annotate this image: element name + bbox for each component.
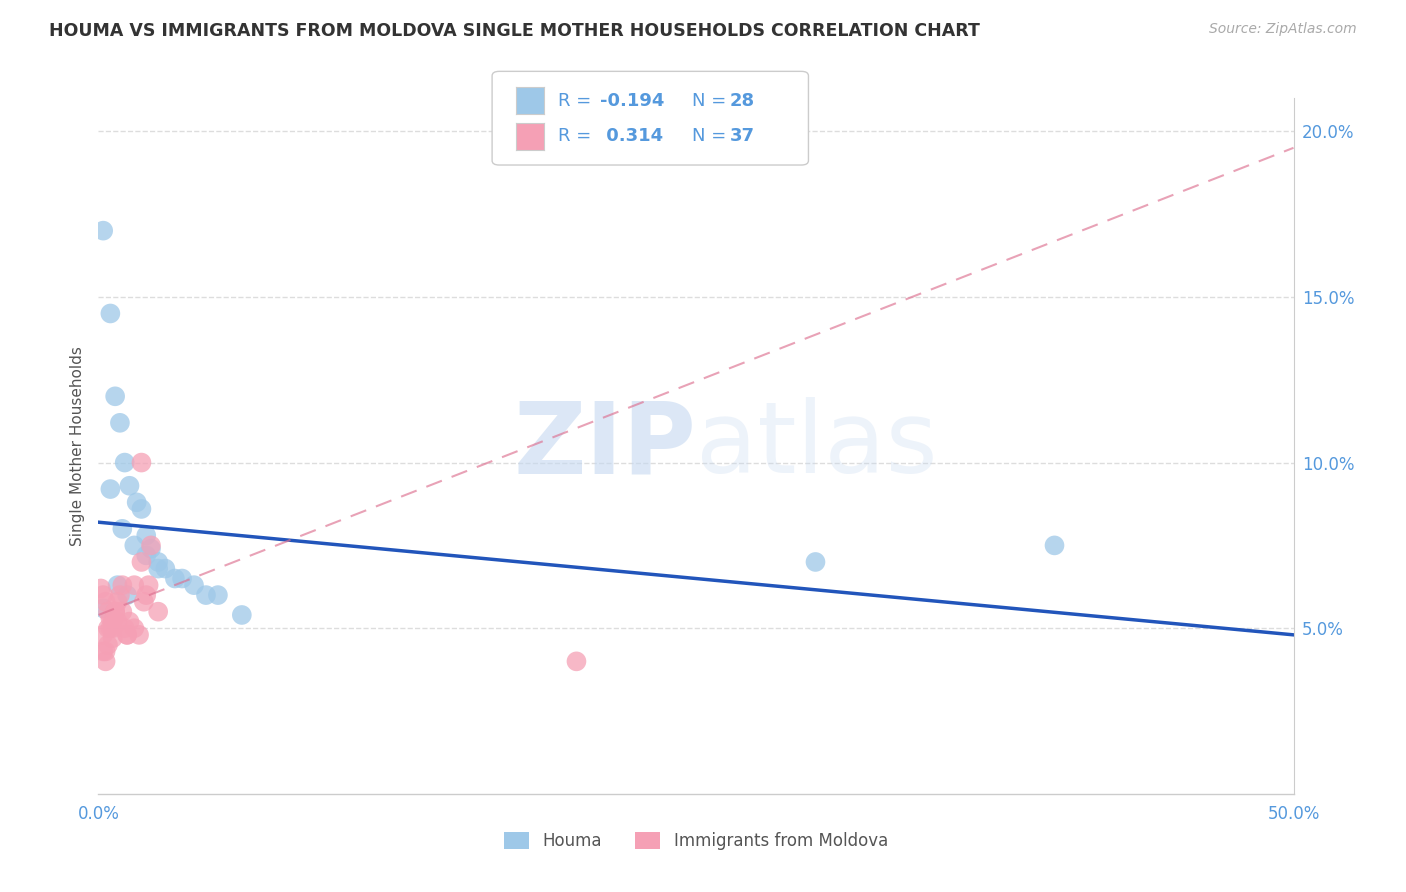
Point <box>107 615 129 629</box>
Point <box>91 628 114 642</box>
Point <box>91 588 114 602</box>
Point <box>124 578 146 592</box>
Point <box>101 621 124 635</box>
Text: N =: N = <box>692 128 731 145</box>
Text: 28: 28 <box>730 92 755 110</box>
Point <box>98 306 122 320</box>
Point <box>91 644 114 658</box>
Point <box>128 628 150 642</box>
Point <box>91 601 114 615</box>
Point <box>107 595 129 609</box>
Point <box>97 638 120 652</box>
Text: atlas: atlas <box>696 398 938 494</box>
Point <box>98 482 122 496</box>
Point <box>163 572 186 586</box>
Text: Source: ZipAtlas.com: Source: ZipAtlas.com <box>1209 22 1357 37</box>
Point <box>111 605 134 619</box>
Point <box>91 224 114 238</box>
Point <box>108 588 131 602</box>
Text: ZIP: ZIP <box>513 398 696 494</box>
Point <box>118 615 141 629</box>
Point <box>104 605 127 619</box>
Point <box>94 595 117 609</box>
Point <box>108 416 131 430</box>
Point <box>1043 538 1066 552</box>
Text: -0.194: -0.194 <box>600 92 665 110</box>
Point <box>118 479 141 493</box>
Point <box>804 555 827 569</box>
Legend: Houma, Immigrants from Moldova: Houma, Immigrants from Moldova <box>498 825 894 856</box>
Point <box>115 628 138 642</box>
Point <box>104 389 127 403</box>
Point <box>114 456 136 470</box>
Text: HOUMA VS IMMIGRANTS FROM MOLDOVA SINGLE MOTHER HOUSEHOLDS CORRELATION CHART: HOUMA VS IMMIGRANTS FROM MOLDOVA SINGLE … <box>49 22 980 40</box>
Point <box>183 578 205 592</box>
Point <box>94 654 117 668</box>
Point <box>101 615 124 629</box>
Text: R =: R = <box>558 128 598 145</box>
Point <box>114 621 136 635</box>
Point <box>148 561 170 575</box>
Point <box>90 582 112 596</box>
Text: N =: N = <box>692 92 731 110</box>
Point <box>124 621 146 635</box>
Point <box>98 611 122 625</box>
Point <box>148 555 170 569</box>
Point <box>111 522 134 536</box>
Y-axis label: Single Mother Households: Single Mother Households <box>69 346 84 546</box>
Point <box>115 628 138 642</box>
Point <box>124 538 146 552</box>
Point <box>104 605 127 619</box>
Point <box>135 528 157 542</box>
Point <box>94 644 117 658</box>
Point <box>131 555 153 569</box>
Point <box>139 541 162 556</box>
Point <box>111 578 134 592</box>
Point <box>125 495 148 509</box>
Point <box>195 588 218 602</box>
Text: R =: R = <box>558 92 598 110</box>
Point <box>207 588 229 602</box>
Point <box>155 561 177 575</box>
Point <box>138 578 160 592</box>
Point <box>231 607 253 622</box>
Point <box>107 578 129 592</box>
Point <box>101 631 124 645</box>
Point <box>135 549 157 563</box>
Point <box>132 595 155 609</box>
Point <box>131 456 153 470</box>
Point <box>115 588 138 602</box>
Point <box>565 654 588 668</box>
Text: 0.314: 0.314 <box>600 128 664 145</box>
Point <box>98 621 122 635</box>
Point <box>139 538 162 552</box>
Point <box>97 605 120 619</box>
Text: 37: 37 <box>730 128 755 145</box>
Point <box>148 605 170 619</box>
Point <box>97 621 120 635</box>
Point <box>135 588 157 602</box>
Point <box>131 502 153 516</box>
Point <box>172 572 194 586</box>
